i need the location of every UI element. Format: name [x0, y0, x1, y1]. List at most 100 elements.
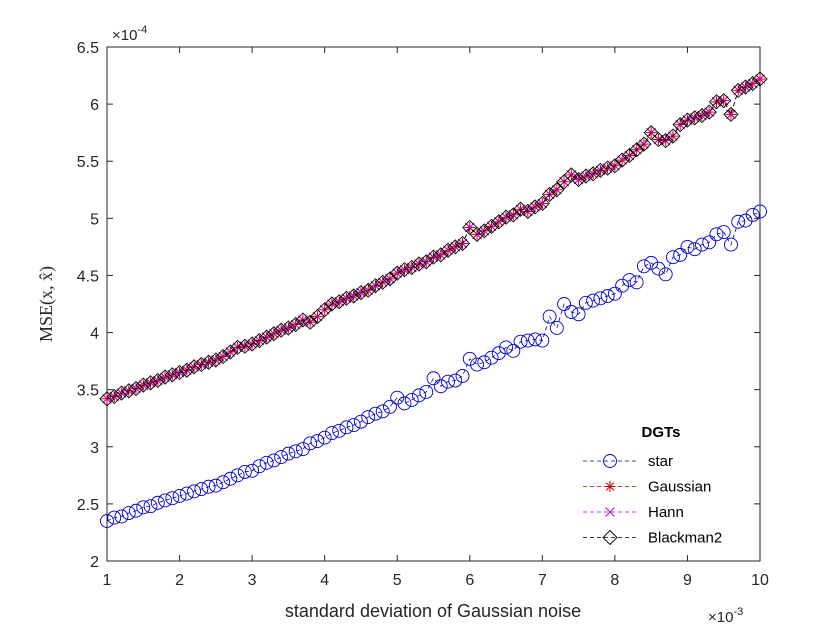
- data-point: [356, 287, 366, 298]
- data-point: [730, 82, 746, 99]
- data-point: [324, 296, 340, 312]
- data-point: [404, 392, 419, 407]
- data-point: [680, 239, 695, 254]
- legend-label: star: [648, 453, 673, 470]
- legend-marker: [605, 507, 615, 517]
- data-point: [622, 273, 637, 287]
- data-point: [650, 131, 667, 148]
- data-point: [534, 195, 550, 212]
- data-point: [317, 430, 332, 445]
- data-point: [281, 446, 296, 461]
- data-point: [724, 237, 738, 252]
- data-point: [498, 209, 514, 225]
- data-point: [411, 256, 427, 272]
- data-point: [266, 453, 281, 468]
- data-point: [145, 377, 156, 388]
- data-point: [273, 322, 289, 338]
- data-point: [360, 282, 376, 298]
- data-point: [346, 418, 361, 433]
- data-point: [570, 171, 587, 188]
- y-tick-label: 6.5: [77, 40, 99, 57]
- data-point: [121, 506, 136, 520]
- data-point: [361, 410, 376, 425]
- data-point: [726, 109, 736, 120]
- y-tick-label: 2: [90, 554, 99, 571]
- data-point: [491, 214, 507, 230]
- x-tick-label: 5: [393, 572, 402, 589]
- data-point: [368, 406, 383, 421]
- data-point: [332, 423, 347, 438]
- data-point: [218, 351, 228, 362]
- x-exponent-base: ×10: [708, 609, 733, 626]
- data-point: [348, 291, 359, 301]
- data-point: [193, 356, 209, 373]
- data-point: [702, 235, 717, 250]
- data-point: [251, 332, 268, 349]
- data-point: [266, 326, 282, 342]
- data-point: [658, 133, 674, 149]
- data-point: [537, 198, 548, 209]
- data-point: [440, 242, 456, 258]
- data-point: [288, 444, 303, 459]
- x-exponent-power: -3: [733, 606, 743, 618]
- data-point: [679, 112, 696, 128]
- data-point: [426, 371, 441, 386]
- data-point: [106, 388, 122, 405]
- data-point: [441, 374, 455, 389]
- data-point: [230, 468, 245, 483]
- legend-title: DGTs: [642, 424, 681, 441]
- data-point: [114, 509, 129, 524]
- data-point: [200, 354, 217, 370]
- data-point: [258, 329, 275, 345]
- data-point: [201, 479, 216, 494]
- data-point: [346, 288, 362, 304]
- data-point: [651, 261, 666, 276]
- data-point: [194, 482, 209, 496]
- data-point: [302, 314, 318, 330]
- y-tick-label: 4.5: [77, 268, 99, 285]
- data-point: [599, 160, 616, 176]
- data-point: [269, 328, 279, 339]
- y-tick-label: 5.5: [77, 154, 99, 171]
- data-point: [499, 340, 514, 355]
- data-point: [418, 254, 434, 270]
- data-point: [367, 278, 384, 294]
- legend-label: Blackman2: [648, 530, 722, 547]
- data-point: [160, 372, 170, 382]
- data-point: [578, 295, 593, 310]
- data-point: [704, 107, 715, 117]
- x-tick-label: 10: [751, 572, 769, 589]
- data-point: [135, 377, 151, 393]
- data-point: [470, 357, 484, 372]
- data-point: [549, 321, 564, 335]
- data-point: [157, 369, 173, 385]
- data-point: [578, 168, 594, 184]
- data-point: [216, 475, 231, 490]
- y-tick-label: 2.5: [77, 497, 99, 514]
- x-tick-label: 8: [610, 572, 619, 589]
- data-point: [396, 262, 413, 278]
- data-point: [317, 302, 333, 318]
- data-point: [143, 499, 158, 514]
- x-tick-label: 4: [320, 572, 329, 589]
- data-point: [419, 385, 434, 399]
- data-point: [520, 203, 536, 220]
- x-exponent-label: ×10-3: [708, 606, 743, 626]
- data-point: [208, 352, 224, 368]
- data-point: [454, 235, 471, 252]
- data-point: [687, 110, 703, 126]
- y-exponent-base: ×10: [112, 27, 137, 44]
- data-point: [237, 464, 252, 479]
- data-point: [738, 213, 753, 228]
- data-point: [186, 359, 202, 375]
- data-point: [404, 259, 420, 276]
- data-point: [455, 369, 470, 383]
- data-point: [222, 344, 238, 360]
- data-point: [493, 216, 504, 227]
- data-point: [237, 338, 253, 354]
- data-point: [665, 128, 681, 144]
- data-point: [745, 207, 760, 222]
- data-point: [283, 323, 294, 333]
- y-tick-label: 4: [90, 326, 99, 343]
- data-point: [252, 459, 267, 474]
